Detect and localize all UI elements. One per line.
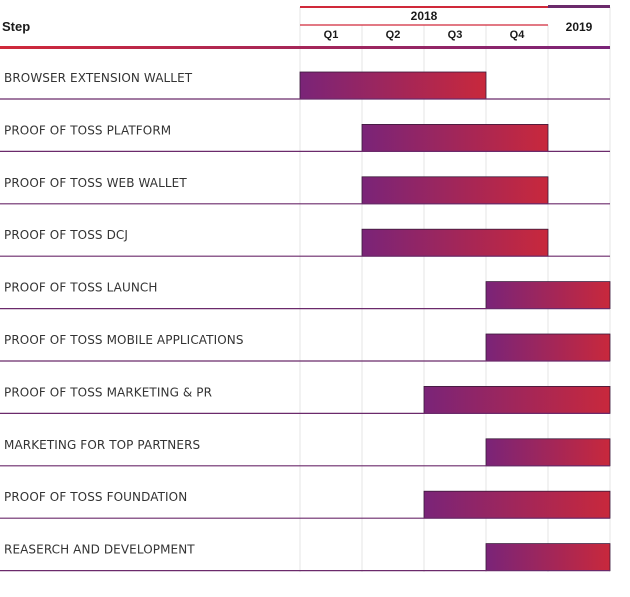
quarter-label-q2: Q2 [386, 29, 401, 41]
task-label: MARKETING FOR TOP PARTNERS [4, 438, 200, 452]
quarter-label-q1: Q1 [324, 29, 339, 41]
task-bar [423, 385, 611, 414]
task-label: PROOF OF TOSS PLATFORM [4, 123, 171, 137]
task-bar [485, 543, 611, 571]
task-label: PROOF OF TOSS WEB WALLET [4, 176, 187, 190]
task-row: PROOF OF TOSS LAUNCH [0, 281, 611, 310]
task-bar [485, 281, 611, 310]
task-label: REASERCH AND DEVELOPMENT [4, 543, 195, 557]
task-bar [361, 176, 549, 205]
quarter-label-q3: Q3 [448, 29, 463, 41]
task-row: REASERCH AND DEVELOPMENT [0, 543, 611, 572]
task-label: BROWSER EXTENSION WALLET [4, 71, 193, 85]
task-row: PROOF OF TOSS WEB WALLET [0, 176, 610, 205]
quarter-label-q4: Q4 [510, 29, 526, 41]
task-bar [361, 228, 549, 257]
task-rows: BROWSER EXTENSION WALLET PROOF OF TOSS PL… [0, 71, 611, 572]
task-label: PROOF OF TOSS LAUNCH [4, 281, 158, 295]
task-label: PROOF OF TOSS FOUNDATION [4, 490, 187, 504]
task-row: PROOF OF TOSS DCJ [0, 228, 610, 257]
header-step-label: Step [2, 19, 30, 34]
task-row: PROOF OF TOSS PLATFORM [0, 123, 610, 152]
task-row: PROOF OF TOSS MOBILE APPLICATIONS [0, 333, 611, 362]
header-year-2019: 2019 [566, 20, 593, 34]
task-row: PROOF OF TOSS FOUNDATION [0, 490, 611, 519]
chart-header: Step 2018 2019 Q1 Q2 Q3 Q4 [0, 5, 610, 49]
task-label: PROOF OF TOSS MOBILE APPLICATIONS [4, 333, 244, 347]
task-row: PROOF OF TOSS MARKETING & PR [0, 385, 611, 414]
task-label: PROOF OF TOSS DCJ [4, 228, 128, 242]
header-year-2018: 2018 [411, 9, 438, 23]
task-row: MARKETING FOR TOP PARTNERS [0, 438, 611, 467]
task-bar [485, 438, 611, 467]
header-bottom-line [0, 46, 610, 49]
task-bar [423, 490, 611, 519]
task-bar [361, 124, 549, 152]
task-label: PROOF OF TOSS MARKETING & PR [4, 385, 212, 399]
task-bar [485, 333, 611, 362]
task-bar [299, 71, 487, 100]
task-row: BROWSER EXTENSION WALLET [0, 71, 610, 100]
